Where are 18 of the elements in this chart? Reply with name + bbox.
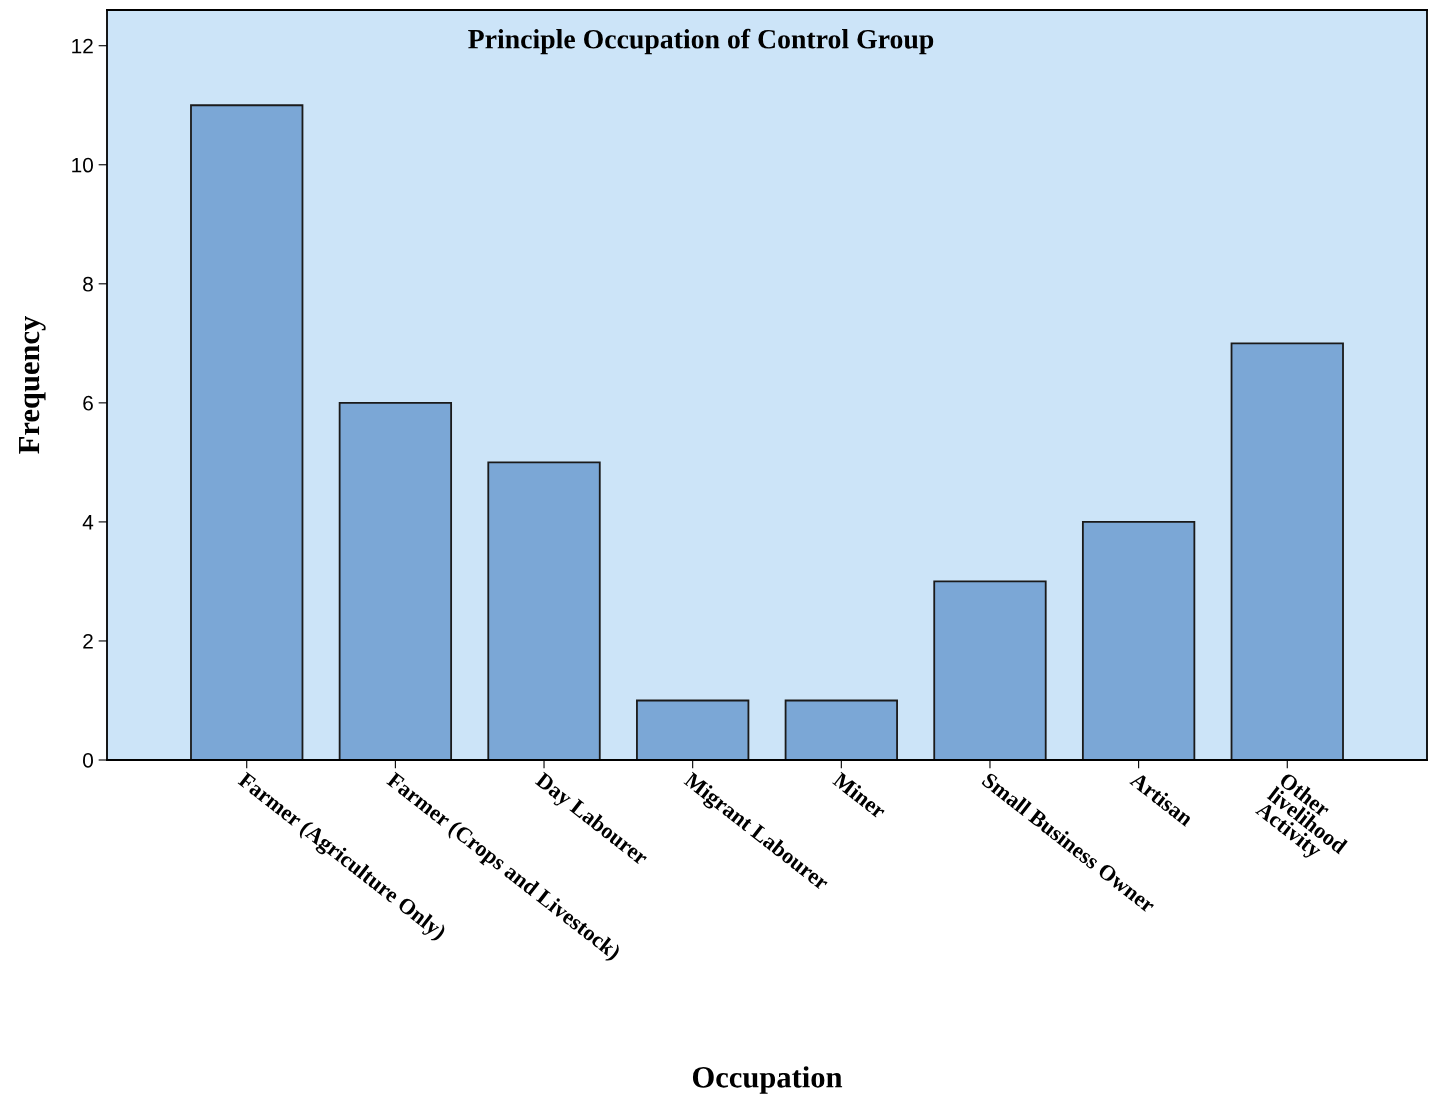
y-tick-label: 0	[83, 753, 93, 768]
y-tick-label: 10	[72, 157, 93, 173]
bar	[1230, 342, 1344, 760]
bar	[190, 104, 304, 760]
y-tick-label: 4	[82, 515, 94, 530]
y-tick-label: 2	[83, 633, 93, 649]
y-tick-label: 6	[83, 395, 93, 411]
bar	[636, 699, 750, 760]
text: Principle Occupation of Control Group	[468, 28, 934, 55]
y-tick-label: 8	[83, 276, 93, 292]
y-axis-title: Frequency	[19, 315, 46, 454]
bar	[933, 580, 1047, 760]
bar	[1081, 520, 1196, 760]
bar	[338, 401, 453, 760]
x-axis-title: Occupation	[692, 1066, 843, 1094]
y-tick-label: 12	[72, 38, 93, 54]
bar	[487, 461, 601, 760]
bar	[784, 699, 898, 760]
